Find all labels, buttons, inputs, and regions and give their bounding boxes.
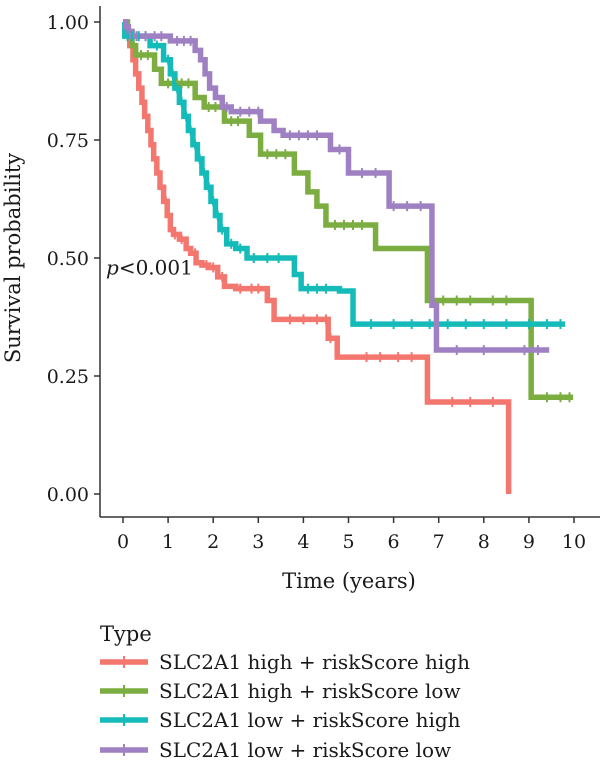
- legend-label: SLC2A1 low + riskScore high: [159, 708, 461, 732]
- y-tick-label: 0.50: [47, 248, 89, 270]
- x-axis-ticks: 0 1 2 3 4 5 6 7 8 9 10: [117, 517, 586, 553]
- x-tick-label: 0: [117, 531, 129, 553]
- y-tick-label: 1.00: [47, 12, 89, 34]
- x-tick-label: 2: [207, 531, 219, 553]
- y-axis-ticks: 0.00 0.25 0.50 0.75 1.00: [47, 12, 100, 506]
- legend-items: SLC2A1 high + riskScore high SLC2A1 high …: [100, 650, 470, 762]
- x-tick-label: 5: [342, 531, 354, 553]
- legend-title: Type: [100, 622, 152, 646]
- survival-curve-2: [123, 19, 574, 400]
- p-value-text: <0.001: [119, 255, 193, 279]
- p-value-p: p: [106, 255, 119, 279]
- x-tick-label: 6: [388, 531, 400, 553]
- y-tick-label: 0.75: [47, 130, 89, 152]
- legend-label: SLC2A1 low + riskScore low: [159, 738, 451, 762]
- censor-marks: [126, 31, 571, 407]
- survival-curve-1: [123, 19, 512, 494]
- x-axis-title: Time (years): [282, 569, 416, 593]
- legend-item-4: SLC2A1 low + riskScore low: [100, 738, 451, 762]
- legend-item-2: SLC2A1 high + riskScore low: [100, 679, 461, 703]
- y-tick-label: 0.25: [47, 366, 89, 388]
- x-tick-label: 8: [478, 531, 490, 553]
- x-tick-label: 4: [297, 531, 309, 553]
- legend-item-1: SLC2A1 high + riskScore high: [100, 650, 470, 674]
- x-tick-label: 9: [523, 531, 535, 553]
- y-axis-title: Survival probability: [1, 153, 25, 363]
- legend-label: SLC2A1 high + riskScore high: [159, 650, 470, 674]
- legend: Type SLC2A1 high + riskScore highSLC2A1 …: [100, 622, 470, 762]
- p-value-annotation: p<0.001: [106, 255, 193, 279]
- survival-curve-4: [122, 19, 550, 353]
- legend-label: SLC2A1 high + riskScore low: [159, 679, 461, 703]
- chart-axes: [99, 6, 600, 518]
- x-tick-label: 10: [562, 531, 586, 553]
- x-tick-label: 7: [433, 531, 445, 553]
- y-tick-label: 0.00: [47, 484, 89, 506]
- legend-item-3: SLC2A1 low + riskScore high: [100, 708, 461, 732]
- x-tick-label: 1: [162, 531, 174, 553]
- x-tick-label: 3: [252, 531, 264, 553]
